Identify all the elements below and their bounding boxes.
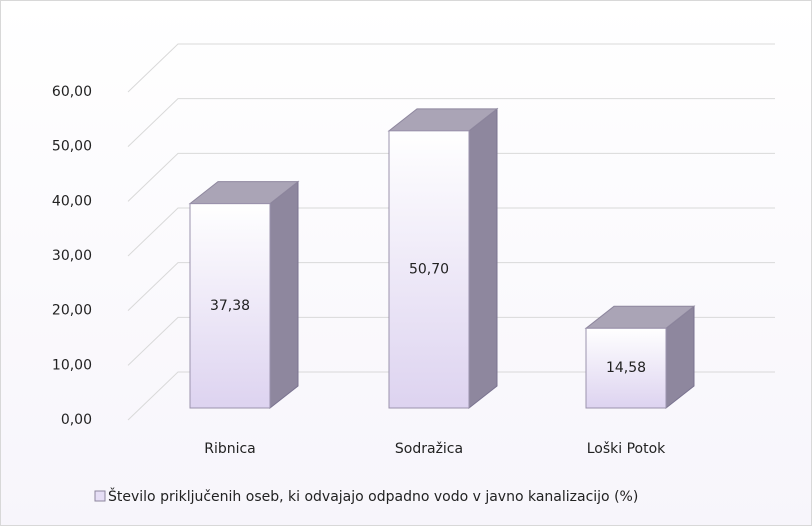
bar [585, 327, 667, 409]
bar [189, 203, 271, 409]
grid-line [127, 98, 775, 148]
grid-line [127, 371, 775, 421]
value-label: 14,58 [606, 360, 646, 376]
y-tick-label: 10,00 [52, 357, 92, 373]
x-tick-label: Ribnica [204, 441, 256, 457]
y-tick-label: 40,00 [52, 193, 92, 209]
bar-side [468, 107, 498, 410]
grid-line [127, 152, 775, 202]
x-tick-label: Loški Potok [587, 441, 666, 457]
x-tick-label: Sodražica [395, 441, 463, 457]
y-tick-label: 30,00 [52, 248, 92, 264]
grid-line [127, 43, 775, 93]
grid-line [127, 316, 775, 366]
value-label: 37,38 [210, 298, 250, 314]
grid-line [127, 207, 775, 257]
y-tick-label: 60,00 [52, 84, 92, 100]
grid-line [127, 262, 775, 312]
y-tick-label: 50,00 [52, 139, 92, 155]
legend-swatch [94, 490, 106, 502]
bar [388, 130, 470, 409]
value-label: 50,70 [409, 261, 449, 277]
y-tick-label: 0,00 [61, 412, 92, 428]
y-tick-label: 20,00 [52, 303, 92, 319]
bar-side [269, 180, 299, 410]
legend-label: Število priključenih oseb, ki odvajajo o… [108, 487, 638, 505]
